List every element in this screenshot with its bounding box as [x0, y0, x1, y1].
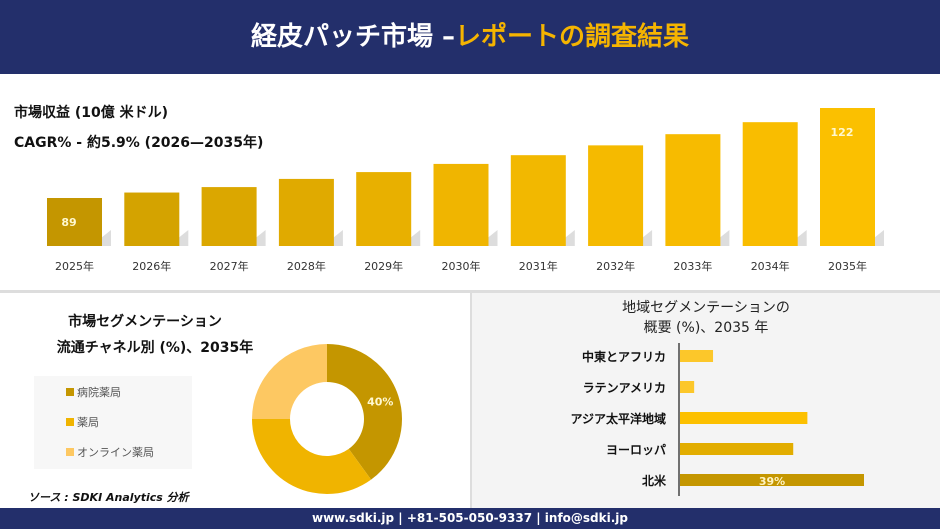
legend-swatch — [66, 448, 74, 456]
region-title-1: 地域セグメンテーションの — [622, 300, 790, 316]
y-tick-label: 北米 — [642, 473, 667, 488]
bar-shadow — [410, 230, 421, 246]
x-tick-label: 2025年 — [55, 259, 94, 273]
x-tick-label: 2029年 — [364, 259, 403, 273]
bar-shadow — [101, 230, 111, 246]
footer-contact: www.sdki.jp | +81-505-050-9337 | info@sd… — [0, 508, 940, 529]
data-label: 40% — [367, 396, 393, 409]
bar-shadow — [719, 230, 730, 246]
region-segment-panel: 地域セグメンテーションの 概要 (%)、2035 年 中東とアフリカ ラテンアメリ… — [470, 293, 940, 508]
header-banner: 経皮パッチ市場 –レポートの調査結果 — [0, 0, 940, 74]
legend-item: 薬局 — [66, 414, 99, 430]
legend-label: 薬局 — [77, 416, 99, 429]
data-label: 39% — [759, 475, 785, 488]
y-tick-label: アジア太平洋地域 — [570, 411, 666, 426]
title-main: 経皮パッチ市場 – — [250, 22, 456, 52]
donut-slice — [252, 344, 327, 419]
bar — [278, 178, 334, 246]
title-accent: レポートの調査結果 — [455, 22, 690, 52]
cagr-label: CAGR% - 約5.9% (2026—2035年) — [14, 135, 264, 151]
channel-donut-chart: 40% — [252, 344, 402, 494]
bar — [680, 443, 794, 455]
legend-swatch — [66, 388, 74, 396]
bar-shadow — [564, 230, 575, 246]
donut-slice — [327, 344, 402, 480]
region-title-2: 概要 (%)、2035 年 — [643, 320, 769, 336]
revenue-section: 市場収益 (10億 米ドル) CAGR% - 約5.9% (2026—2035年… — [0, 74, 940, 290]
bar — [356, 172, 412, 246]
x-tick-label: 2034年 — [751, 259, 790, 273]
x-tick-label: 2027年 — [210, 259, 249, 273]
x-tick-label: 2028年 — [287, 259, 326, 273]
x-tick-label: 2026年 — [132, 259, 171, 273]
channel-segment-panel: 市場セグメンテーション 流通チャネル別 (%)、2035年 病院薬局 薬局 オン… — [0, 293, 470, 508]
legend-label: オンライン薬局 — [77, 446, 154, 459]
bar-shadow — [178, 230, 189, 246]
bar — [433, 163, 489, 246]
bar — [665, 134, 721, 246]
legend-swatch — [66, 418, 74, 426]
y-tick-label: ラテンアメリカ — [583, 381, 666, 395]
divider — [0, 290, 940, 293]
bar — [680, 474, 864, 486]
bar — [680, 381, 695, 393]
bar — [680, 412, 808, 424]
y-tick-label: 中東とアフリカ — [582, 349, 666, 364]
x-tick-label: 2032年 — [596, 259, 635, 273]
bar — [47, 198, 102, 246]
bar — [510, 155, 566, 246]
bar-shadow — [332, 230, 343, 246]
legend-item: オンライン薬局 — [66, 444, 154, 460]
channel-title-1: 市場セグメンテーション — [68, 314, 222, 330]
bar-shadow — [874, 230, 884, 246]
bar-shadow — [796, 230, 807, 246]
donut-slice — [252, 419, 372, 494]
data-label: 122 — [831, 126, 854, 139]
x-tick-label: 2035年 — [828, 259, 867, 273]
y-tick-label: ヨーロッパ — [606, 443, 666, 457]
channel-title-2: 流通チャネル別 (%)、2035年 — [56, 340, 254, 356]
source-note: ソース : SDKI Analytics 分析 — [28, 491, 189, 504]
bar-shadow — [487, 230, 498, 246]
legend: 病院薬局 薬局 オンライン薬局 — [34, 376, 192, 469]
bar — [588, 145, 644, 246]
x-tick-label: 2033年 — [673, 259, 712, 273]
bar-shadow — [255, 230, 266, 246]
x-tick-label: 2030年 — [442, 259, 481, 273]
legend-item: 病院薬局 — [66, 384, 121, 400]
bar — [124, 192, 180, 246]
bar — [820, 108, 875, 246]
bar — [742, 122, 798, 246]
revenue-bar-chart: 2025年 89 2026年 2027年 2028年 2029年 2030年 2031年 203… — [47, 108, 884, 273]
bar — [680, 350, 714, 362]
x-tick-label: 2031年 — [519, 259, 558, 273]
bar — [201, 187, 257, 246]
bar-shadow — [642, 230, 653, 246]
data-label: 89 — [61, 216, 76, 229]
revenue-label: 市場収益 (10億 米ドル) — [14, 105, 169, 121]
legend-label: 病院薬局 — [77, 386, 121, 399]
